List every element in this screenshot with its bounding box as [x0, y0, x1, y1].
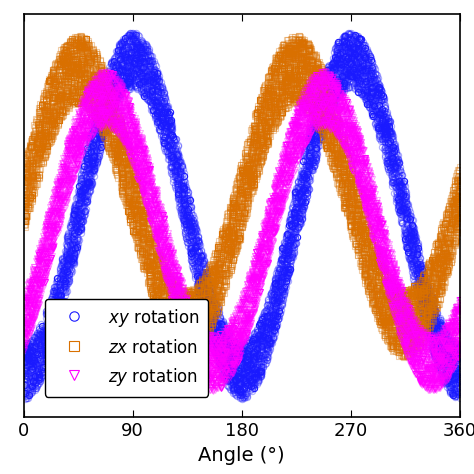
$zy$ rotation: [25, 295, 31, 301]
$zx$ rotation: [22, 218, 27, 224]
Line: $xy$ rotation: $xy$ rotation: [22, 32, 461, 398]
$zy$ rotation: [298, 143, 303, 148]
$xy$ rotation: [418, 301, 423, 307]
$xy$ rotation: [286, 222, 292, 228]
Line: $zy$ rotation: $zy$ rotation: [24, 70, 463, 392]
$zy$ rotation: [457, 297, 463, 303]
X-axis label: Angle (°): Angle (°): [199, 446, 285, 465]
$zy$ rotation: [309, 98, 315, 104]
$zy$ rotation: [24, 297, 30, 303]
$zy$ rotation: [420, 356, 426, 362]
$zx$ rotation: [389, 283, 394, 289]
$zy$ rotation: [219, 386, 224, 392]
$zx$ rotation: [286, 72, 292, 78]
$zx$ rotation: [83, 36, 89, 42]
$zx$ rotation: [184, 356, 190, 361]
$zy$ rotation: [108, 70, 113, 76]
$xy$ rotation: [24, 346, 29, 351]
$xy$ rotation: [284, 232, 290, 237]
$zx$ rotation: [456, 214, 462, 219]
$xy$ rotation: [352, 32, 358, 38]
$zy$ rotation: [296, 136, 302, 142]
Line: $zx$ rotation: $zx$ rotation: [21, 36, 462, 361]
$zx$ rotation: [276, 100, 282, 106]
$xy$ rotation: [386, 123, 392, 129]
$zy$ rotation: [394, 285, 400, 291]
$xy$ rotation: [26, 392, 32, 398]
$xy$ rotation: [292, 220, 298, 226]
$zx$ rotation: [412, 326, 418, 331]
$zx$ rotation: [23, 201, 28, 206]
Legend: $xy$ rotation, $zx$ rotation, $zy$ rotation: $xy$ rotation, $zx$ rotation, $zy$ rotat…: [45, 299, 209, 397]
$zx$ rotation: [277, 52, 283, 58]
$xy$ rotation: [23, 390, 28, 396]
$xy$ rotation: [455, 346, 461, 352]
